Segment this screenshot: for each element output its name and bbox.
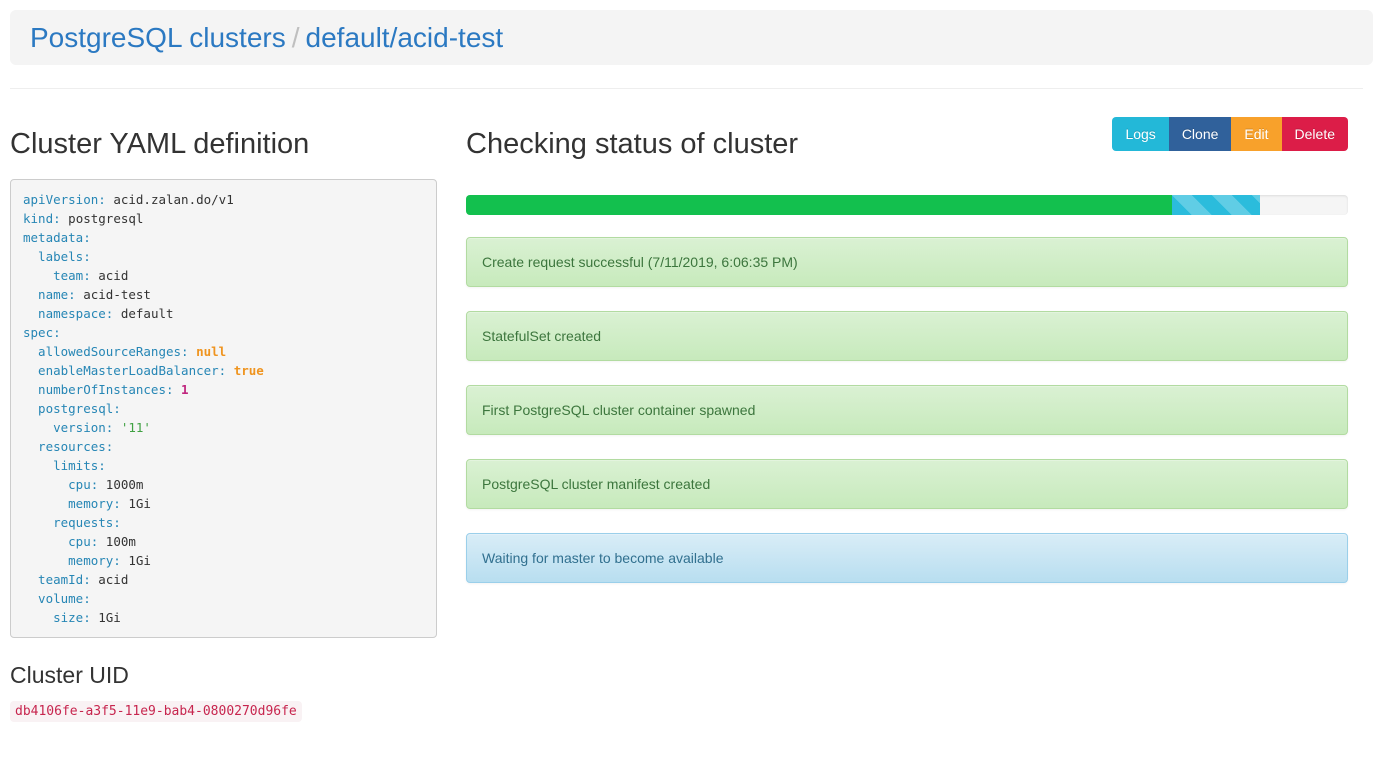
progress-success-segment — [466, 194, 1172, 215]
breadcrumb-link-clusters[interactable]: PostgreSQL clusters — [30, 22, 286, 53]
yaml-line: volume: — [23, 590, 91, 606]
yaml-line: cpu: 100m — [23, 533, 136, 549]
yaml-code: apiVersion: acid.zalan.do/v1 kind: postgr… — [10, 178, 437, 638]
yaml-line: enableMasterLoadBalancer: true — [23, 362, 264, 378]
yaml-line: teamId: acid — [23, 571, 129, 587]
cluster-action-buttons: Logs Clone Edit Delete — [1112, 116, 1348, 151]
status-message-success: First PostgreSQL cluster container spawn… — [466, 384, 1348, 435]
yaml-line: apiVersion: acid.zalan.do/v1 — [23, 191, 234, 207]
yaml-line: requests: — [23, 514, 121, 530]
breadcrumb: PostgreSQL clusters / default/acid-test — [10, 10, 1373, 65]
yaml-line: team: acid — [23, 267, 129, 283]
status-progress-bar — [466, 194, 1348, 215]
yaml-line: numberOfInstances: 1 — [23, 381, 189, 397]
breadcrumb-separator: / — [291, 22, 300, 53]
yaml-line: allowedSourceRanges: null — [23, 343, 227, 359]
yaml-line: resources: — [23, 438, 114, 454]
progress-info-striped-segment — [1171, 194, 1260, 215]
status-message-success: StatefulSet created — [466, 310, 1348, 361]
status-section-title: Checking status of cluster — [466, 128, 799, 160]
breadcrumb-current-cluster[interactable]: default/acid-test — [305, 22, 504, 53]
cluster-uid-value: db4106fe-a3f5-11e9-bab4-0800270d96fe — [10, 700, 302, 722]
logs-button[interactable]: Logs — [1112, 116, 1169, 151]
yaml-line: metadata: — [23, 229, 91, 245]
status-message-success: Create request successful (7/11/2019, 6:… — [466, 236, 1348, 287]
status-message-info: Waiting for master to become available — [466, 532, 1348, 583]
yaml-line: namespace: default — [23, 305, 174, 321]
yaml-line: limits: — [23, 457, 106, 473]
yaml-line: postgresql: — [23, 400, 121, 416]
status-message-success: PostgreSQL cluster manifest created — [466, 458, 1348, 509]
yaml-line: kind: postgresql — [23, 210, 144, 226]
header-divider — [10, 88, 1363, 89]
status-message-list: Create request successful (7/11/2019, 6:… — [466, 236, 1348, 583]
yaml-line: spec: — [23, 324, 61, 340]
status-column: Checking status of cluster Logs Clone Edit… — [466, 89, 1348, 607]
clone-button[interactable]: Clone — [1168, 116, 1232, 151]
yaml-line: memory: 1Gi — [23, 495, 151, 511]
yaml-line: size: 1Gi — [23, 609, 121, 625]
yaml-line: name: acid-test — [23, 286, 151, 302]
status-header: Checking status of cluster Logs Clone Edit… — [466, 89, 1348, 179]
yaml-line: memory: 1Gi — [23, 552, 151, 568]
yaml-line: labels: — [23, 248, 91, 264]
yaml-column: Cluster YAML definition apiVersion: acid… — [10, 89, 437, 722]
delete-button[interactable]: Delete — [1281, 116, 1348, 151]
yaml-line: cpu: 1000m — [23, 476, 144, 492]
main-content: Cluster YAML definition apiVersion: acid… — [0, 89, 1373, 722]
yaml-section-title: Cluster YAML definition — [10, 128, 310, 160]
edit-button[interactable]: Edit — [1231, 116, 1282, 151]
yaml-line: version: '11' — [23, 419, 151, 435]
uid-section-title: Cluster UID — [10, 661, 129, 688]
